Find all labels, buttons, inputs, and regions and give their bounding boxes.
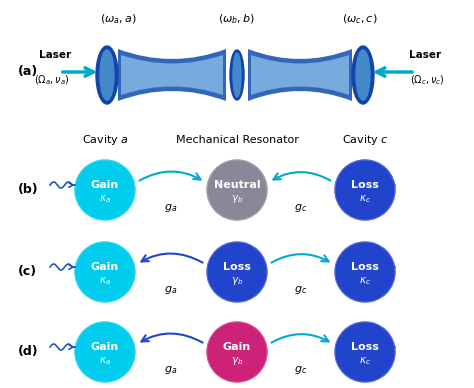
Circle shape xyxy=(207,160,267,220)
Text: $(\Omega_c, \nu_c)$: $(\Omega_c, \nu_c)$ xyxy=(410,73,445,87)
Text: $\gamma_b$: $\gamma_b$ xyxy=(231,275,243,287)
Text: Loss: Loss xyxy=(223,262,251,272)
PathPatch shape xyxy=(248,49,352,101)
Text: $(\Omega_a, \nu_a)$: $(\Omega_a, \nu_a)$ xyxy=(34,73,70,87)
Text: Laser: Laser xyxy=(409,50,441,60)
PathPatch shape xyxy=(251,55,349,95)
Circle shape xyxy=(335,160,395,220)
Circle shape xyxy=(75,322,135,382)
Ellipse shape xyxy=(100,50,114,100)
Text: $\kappa_c$: $\kappa_c$ xyxy=(359,275,371,287)
Text: $(\omega_b, b)$: $(\omega_b, b)$ xyxy=(219,12,255,26)
Ellipse shape xyxy=(233,53,241,97)
Text: $\kappa_c$: $\kappa_c$ xyxy=(359,355,371,367)
Ellipse shape xyxy=(352,46,374,104)
Circle shape xyxy=(207,242,267,302)
Text: Loss: Loss xyxy=(351,180,379,190)
Text: $(\omega_a, a)$: $(\omega_a, a)$ xyxy=(100,12,137,26)
Text: $\kappa_a$: $\kappa_a$ xyxy=(99,355,111,367)
Text: (a): (a) xyxy=(18,66,38,78)
Text: $\gamma_b$: $\gamma_b$ xyxy=(231,193,243,205)
Ellipse shape xyxy=(230,50,244,100)
Circle shape xyxy=(335,242,395,302)
Text: Cavity $c$: Cavity $c$ xyxy=(342,133,388,147)
PathPatch shape xyxy=(118,49,226,101)
Circle shape xyxy=(75,160,135,220)
Text: Cavity $a$: Cavity $a$ xyxy=(82,133,128,147)
Text: $(\omega_c, c)$: $(\omega_c, c)$ xyxy=(342,12,378,26)
Text: Gain: Gain xyxy=(91,342,119,352)
Text: (d): (d) xyxy=(18,345,38,359)
Text: $g_c$: $g_c$ xyxy=(294,284,308,296)
Text: Laser: Laser xyxy=(39,50,71,60)
Text: Gain: Gain xyxy=(91,262,119,272)
Text: Loss: Loss xyxy=(351,262,379,272)
Text: Gain: Gain xyxy=(91,180,119,190)
Text: $g_a$: $g_a$ xyxy=(164,364,178,376)
Text: $g_a$: $g_a$ xyxy=(164,202,178,214)
Ellipse shape xyxy=(96,46,118,104)
Text: Neutral: Neutral xyxy=(214,180,260,190)
Text: $\kappa_a$: $\kappa_a$ xyxy=(99,193,111,205)
Text: Mechanical Resonator: Mechanical Resonator xyxy=(175,135,299,145)
Text: $\kappa_c$: $\kappa_c$ xyxy=(359,193,371,205)
Ellipse shape xyxy=(356,50,370,100)
Text: (c): (c) xyxy=(18,265,37,279)
Text: (b): (b) xyxy=(18,184,38,196)
Circle shape xyxy=(207,322,267,382)
Text: Loss: Loss xyxy=(351,342,379,352)
Circle shape xyxy=(75,242,135,302)
PathPatch shape xyxy=(121,55,223,95)
Text: $\gamma_b$: $\gamma_b$ xyxy=(231,355,243,367)
Text: $g_c$: $g_c$ xyxy=(294,364,308,376)
Circle shape xyxy=(335,322,395,382)
Text: $\kappa_a$: $\kappa_a$ xyxy=(99,275,111,287)
Text: $g_a$: $g_a$ xyxy=(164,284,178,296)
Text: Gain: Gain xyxy=(223,342,251,352)
Text: $g_c$: $g_c$ xyxy=(294,202,308,214)
